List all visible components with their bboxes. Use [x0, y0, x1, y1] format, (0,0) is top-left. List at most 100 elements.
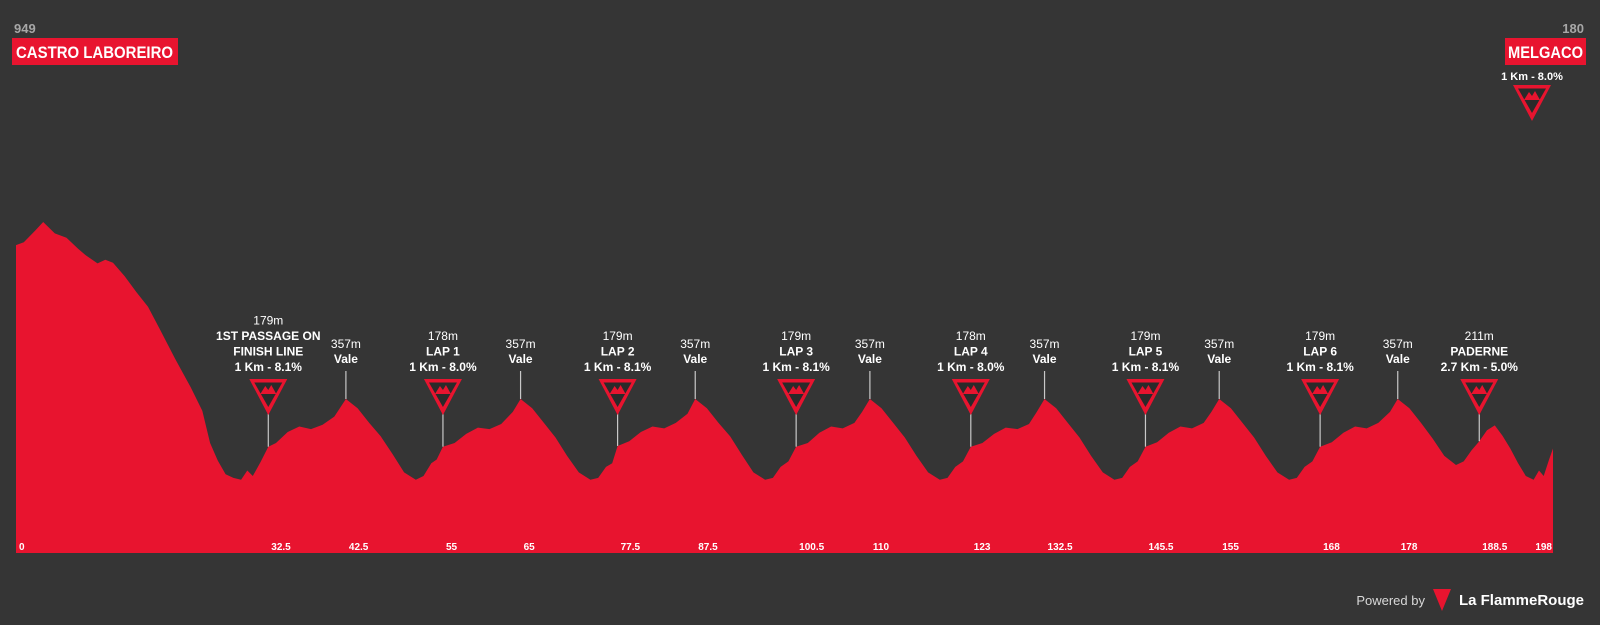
x-tick-label: 155: [1222, 542, 1239, 553]
start-label-box: [12, 38, 178, 65]
climb-altitude: 357m: [1030, 337, 1060, 351]
climb-label: LAP 5: [1129, 345, 1163, 359]
climb-marker-13: 179m LAP 61 Km - 8.1%: [1286, 329, 1354, 447]
climb-label: Vale: [1207, 352, 1231, 366]
climb-altitude: 357m: [331, 337, 361, 351]
climb-altitude: 357m: [1204, 337, 1234, 351]
climb-altitude: 178m: [428, 329, 458, 343]
climb-category-inner: [956, 382, 985, 407]
climb-label: 1 Km - 8.0%: [409, 360, 477, 374]
x-tick-label: 87.5: [698, 542, 718, 553]
climb-label: Vale: [334, 352, 358, 366]
climb-category-inner: [1518, 88, 1546, 113]
mountain-icon: [1137, 385, 1154, 394]
flamme-rouge-logo-icon: [1432, 589, 1451, 611]
mountain-icon: [434, 385, 451, 394]
start-elevation: 949: [14, 21, 36, 36]
climb-label: LAP 4: [954, 345, 988, 359]
elevation-profile: [16, 222, 1553, 553]
climb-label: 2.7 Km - 5.0%: [1441, 360, 1519, 374]
x-tick-label: 32.5: [271, 542, 291, 553]
climb-label: PADERNE: [1450, 345, 1508, 359]
x-tick-label: 55: [446, 542, 458, 553]
footer: Powered by La FlammeRouge: [1356, 589, 1584, 611]
powered-by-text: Powered by: [1356, 592, 1425, 608]
x-tick-label: 77.5: [621, 542, 641, 553]
climb-altitude: 357m: [855, 337, 885, 351]
x-tick-label: 123: [974, 542, 991, 553]
distance-axis: 0 32.5 42.5 55 65 77.5 87.5 100.5 110 123 132.5 145…: [19, 542, 1552, 553]
finish-climb-label: 1 Km - 8.0%: [1501, 71, 1563, 83]
climb-label: Vale: [858, 352, 882, 366]
x-tick-label: 65: [524, 542, 536, 553]
climb-category-inner: [782, 382, 811, 407]
climb-category-inner: [1465, 382, 1494, 407]
climb-label: Vale: [509, 352, 533, 366]
start-location: CASTRO LABOREIRO: [16, 43, 173, 62]
climb-marker-11: 179m LAP 51 Km - 8.1%: [1112, 329, 1179, 447]
x-tick-label: 188.5: [1482, 542, 1507, 553]
climb-altitude: 211m: [1465, 329, 1494, 343]
mountain-icon: [1471, 385, 1488, 394]
climb-label: 1ST PASSAGE ON: [216, 329, 320, 343]
climb-label: Vale: [683, 352, 707, 366]
climb-label: LAP 2: [601, 345, 635, 359]
climb-altitude: 179m: [781, 329, 811, 343]
climb-category-inner: [428, 382, 457, 407]
climb-altitude: 357m: [1383, 337, 1413, 351]
mountain-icon: [260, 385, 277, 394]
climb-marker-3: 178m LAP 11 Km - 8.0%: [409, 329, 477, 447]
climb-label: 1 Km - 8.1%: [1286, 360, 1354, 374]
finish-location: MELGACO: [1508, 43, 1583, 62]
x-tick-label: 42.5: [349, 542, 369, 553]
brand-name[interactable]: La FlammeRouge: [1458, 591, 1584, 609]
climb-category-inner: [1131, 382, 1160, 407]
finish-elevation: 180: [1562, 21, 1584, 36]
climb-label: 1 Km - 8.1%: [584, 360, 652, 374]
climb-altitude: 179m: [1130, 329, 1160, 343]
climb-altitude: 357m: [506, 337, 536, 351]
climb-label: Vale: [1033, 352, 1057, 366]
x-tick-label: 168: [1323, 542, 1340, 553]
mountain-icon: [788, 385, 805, 394]
climb-altitude: 179m: [1305, 329, 1335, 343]
climb-label: 1 Km - 8.0%: [937, 360, 1005, 374]
climb-marker-9: 178m LAP 41 Km - 8.0%: [937, 329, 1005, 447]
elevation-area: [16, 222, 1553, 553]
climb-altitude: 179m: [603, 329, 633, 343]
mountain-icon: [1524, 91, 1540, 100]
climb-category-inner: [254, 382, 283, 407]
climb-label: LAP 1: [426, 345, 460, 359]
climb-category-inner: [603, 382, 632, 407]
x-tick-label: 198: [1535, 542, 1552, 553]
climb-label: Vale: [1386, 352, 1410, 366]
x-tick-label: 178: [1401, 542, 1418, 553]
climb-category-inner: [1306, 382, 1335, 407]
x-tick-label: 100.5: [799, 542, 824, 553]
finish-climb-marker: 1 Km - 8.0%: [1501, 71, 1563, 121]
mountain-icon: [609, 385, 626, 394]
climb-altitude: 357m: [680, 337, 710, 351]
climb-marker-5: 179m LAP 21 Km - 8.1%: [584, 329, 652, 446]
climb-altitude: 178m: [956, 329, 986, 343]
mountain-icon: [962, 385, 979, 394]
climb-marker-7: 179m LAP 31 Km - 8.1%: [762, 329, 830, 447]
climb-label: LAP 3: [779, 345, 813, 359]
climb-label: 1 Km - 8.1%: [762, 360, 830, 374]
climb-label: FINISH LINE: [233, 345, 303, 359]
climb-label: LAP 6: [1303, 345, 1337, 359]
x-tick-label: 110: [873, 542, 890, 553]
climb-altitude: 179m: [253, 314, 283, 328]
mountain-icon: [1312, 385, 1329, 394]
